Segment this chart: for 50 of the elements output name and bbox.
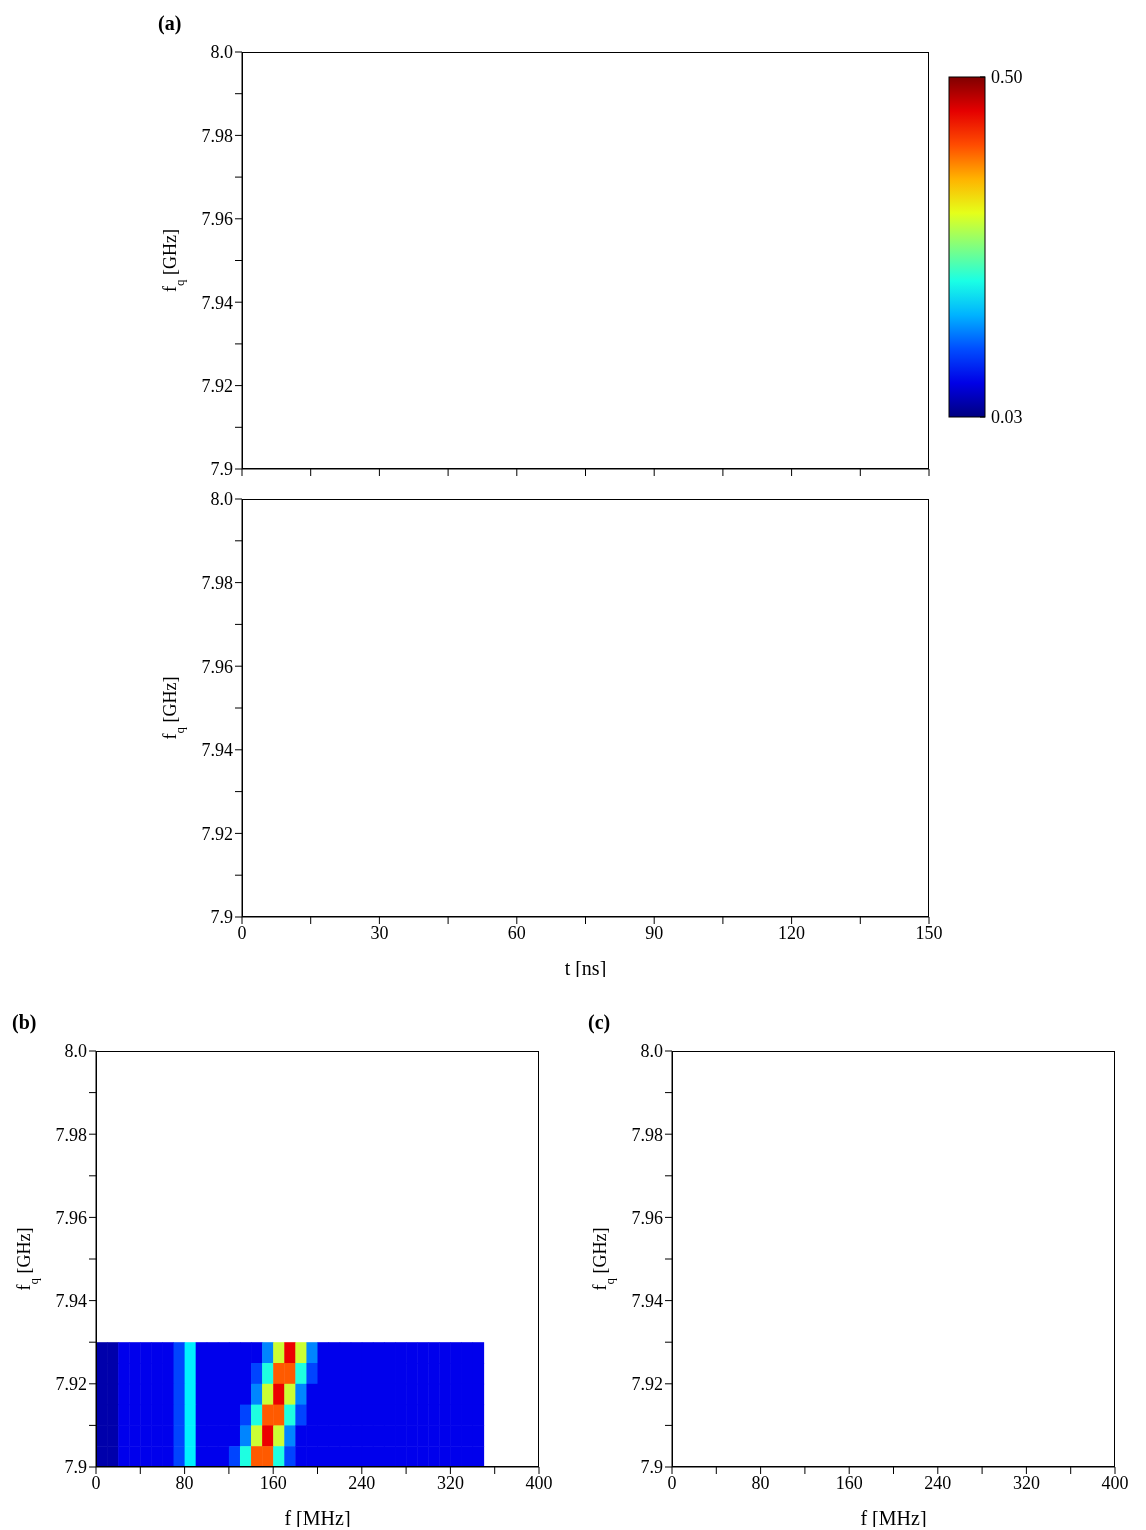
x-tick-label: 160	[835, 1472, 863, 1493]
y-tick-label: 8.0	[64, 1041, 87, 1062]
x-tick-label: 30	[370, 922, 389, 943]
x-axis-title: t [ns]	[564, 957, 607, 979]
x-axis-title: f [MHz]	[284, 1507, 351, 1529]
y-tick-label: 7.98	[631, 1124, 663, 1145]
y-tick-label: 7.94	[201, 740, 233, 761]
x-axis-title: f [MHz]	[860, 1507, 927, 1529]
y-tick-label: 7.9	[210, 459, 233, 480]
x-tick-label: 90	[645, 922, 664, 943]
y-tick-label: 7.94	[631, 1290, 663, 1311]
x-tick-label: 240	[348, 1472, 376, 1493]
x-tick-label: 0	[237, 922, 247, 943]
y-tick-label: 7.9	[210, 907, 233, 928]
y-tick-label: 7.92	[201, 823, 233, 844]
x-tick-label: 0	[667, 1472, 677, 1493]
y-tick-label: 7.96	[201, 656, 233, 677]
x-tick-label: 60	[507, 922, 526, 943]
chart-title: (a)	[158, 12, 182, 35]
x-tick-label: 320	[1012, 1472, 1040, 1493]
y-tick-label: 8.0	[210, 42, 233, 63]
x-tick-label: 80	[175, 1472, 194, 1493]
y-tick-label: 7.92	[631, 1374, 663, 1395]
x-tick-label: 150	[915, 922, 943, 943]
y-tick-label: 7.92	[55, 1374, 87, 1395]
chart-title: (c)	[588, 1011, 611, 1034]
y-tick-label: 7.94	[201, 292, 233, 313]
y-tick-label: 8.0	[210, 489, 233, 510]
y-tick-label: 7.96	[631, 1207, 663, 1228]
x-tick-label: 240	[924, 1472, 952, 1493]
x-tick-label: 80	[751, 1472, 770, 1493]
x-tick-label: 160	[259, 1472, 287, 1493]
y-tick-label: 7.98	[201, 572, 233, 593]
y-tick-label: 7.94	[55, 1290, 87, 1311]
x-tick-label: 320	[436, 1472, 464, 1493]
chart-title: (b)	[12, 1011, 37, 1034]
y-tick-label: 8.0	[640, 1041, 663, 1062]
color-bar-label: 0.50	[991, 67, 1023, 87]
y-tick-label: 7.98	[201, 125, 233, 146]
color-bar-label: 0.03	[991, 407, 1023, 427]
y-tick-label: 7.98	[55, 1124, 87, 1145]
x-tick-label: 400	[525, 1472, 553, 1493]
y-tick-label: 7.96	[55, 1207, 87, 1228]
y-tick-label: 7.9	[640, 1457, 663, 1478]
y-tick-label: 7.9	[64, 1457, 87, 1478]
x-tick-label: 0	[91, 1472, 101, 1493]
x-tick-label: 400	[1101, 1472, 1129, 1493]
x-tick-label: 120	[778, 922, 806, 943]
y-tick-label: 7.96	[201, 209, 233, 230]
y-tick-label: 7.92	[201, 375, 233, 396]
